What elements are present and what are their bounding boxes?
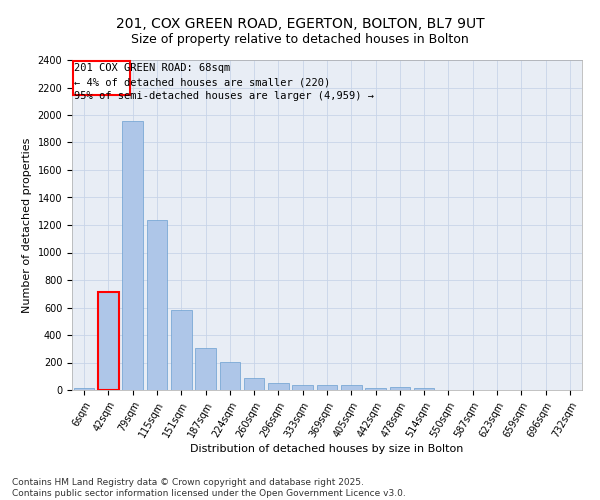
Bar [389, 387, 410, 390]
Bar [244, 378, 265, 390]
Bar [98, 292, 119, 390]
Bar [268, 384, 289, 390]
Bar [195, 348, 216, 390]
Text: Contains HM Land Registry data © Crown copyright and database right 2025.
Contai: Contains HM Land Registry data © Crown c… [12, 478, 406, 498]
Bar [171, 310, 191, 390]
Bar [73, 62, 130, 94]
X-axis label: Distribution of detached houses by size in Bolton: Distribution of detached houses by size … [190, 444, 464, 454]
Bar [292, 385, 313, 390]
Bar [414, 388, 434, 390]
Bar [146, 220, 167, 390]
Bar [317, 385, 337, 390]
Text: Size of property relative to detached houses in Bolton: Size of property relative to detached ho… [131, 32, 469, 46]
Text: 201, COX GREEN ROAD, EGERTON, BOLTON, BL7 9UT: 201, COX GREEN ROAD, EGERTON, BOLTON, BL… [116, 18, 484, 32]
Bar [220, 362, 240, 390]
Text: 201 COX GREEN ROAD: 68sqm
← 4% of detached houses are smaller (220)
95% of semi-: 201 COX GREEN ROAD: 68sqm ← 4% of detach… [74, 64, 374, 102]
Bar [122, 120, 143, 390]
Bar [341, 385, 362, 390]
Bar [365, 388, 386, 390]
Bar [74, 388, 94, 390]
Y-axis label: Number of detached properties: Number of detached properties [22, 138, 32, 312]
